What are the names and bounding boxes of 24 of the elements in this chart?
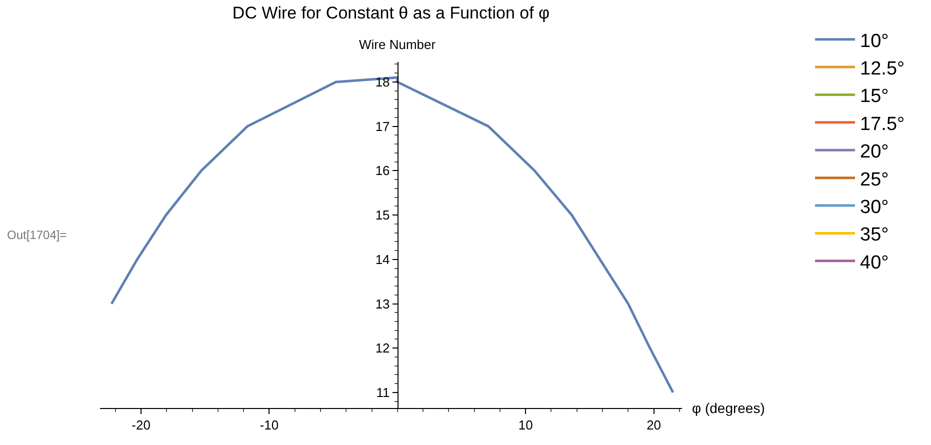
text: Out[1704]= xyxy=(7,228,67,242)
x-tick-label: -20 xyxy=(132,418,150,433)
y-tick-label: 14 xyxy=(375,252,390,267)
y-tick-label: 15 xyxy=(375,208,390,223)
legend-label: 17.5° xyxy=(860,114,905,135)
y-tick-label: 12 xyxy=(375,340,390,356)
y-axis-title: Wire Number xyxy=(359,37,436,52)
chart-title: DC Wire for Constant θ as a Function of φ xyxy=(232,4,550,23)
legend-label: 30° xyxy=(860,196,889,218)
legend-label: 20° xyxy=(860,142,889,163)
y-tick-label: 17 xyxy=(375,118,390,134)
x-tick-label: -10 xyxy=(260,418,279,433)
legend-label: 12.5° xyxy=(860,58,905,80)
legend-label: 40° xyxy=(860,252,889,274)
y-tick-label: 13 xyxy=(375,296,390,312)
legend-label: 15° xyxy=(860,86,889,108)
legend-label: 35° xyxy=(860,224,889,246)
x-tick-label: 20 xyxy=(646,418,662,433)
legend-label: 25° xyxy=(860,169,889,190)
y-tick-label: 16 xyxy=(375,163,390,178)
legend-label: 10° xyxy=(860,30,889,52)
x-axis-title: φ (degrees) xyxy=(692,400,765,416)
y-tick-label: 11 xyxy=(376,385,390,400)
x-tick-label: 10 xyxy=(518,418,533,433)
